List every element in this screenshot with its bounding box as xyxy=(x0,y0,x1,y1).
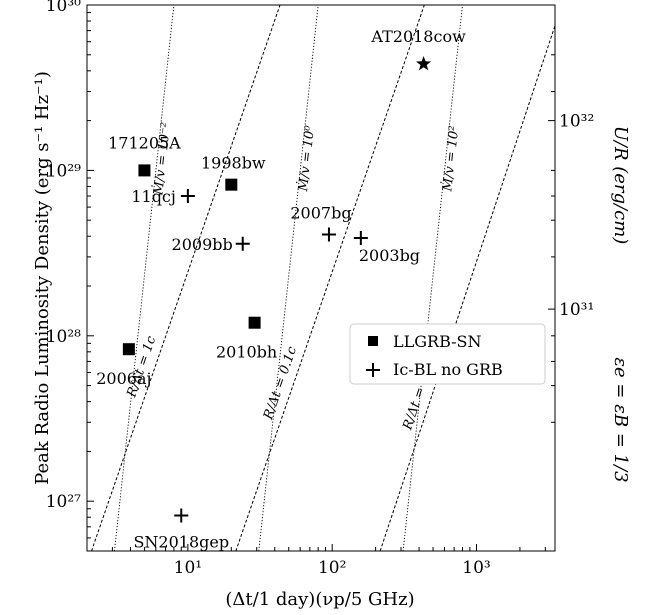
y-tick-label: 10²⁹ xyxy=(46,161,81,181)
axis-ticks: 10¹ 10² 10³ 10²⁷ 10²⁸ 10²⁹ 10³⁰ 10³¹ 10³² xyxy=(46,0,595,578)
point-label: AT2018cow xyxy=(370,27,466,46)
plus-marker xyxy=(174,508,189,523)
reference-line xyxy=(91,5,281,551)
point-label: 2006aj xyxy=(96,369,151,388)
square-marker xyxy=(138,164,151,177)
y2-tick-label: 10³¹ xyxy=(559,300,594,320)
x-tick-label: 10¹ xyxy=(174,558,202,578)
square-marker xyxy=(225,178,238,191)
plus-marker xyxy=(353,231,368,246)
legend-marker-plus xyxy=(366,363,380,377)
legend-marker-square xyxy=(368,336,378,346)
point-label: SN2018gep xyxy=(133,532,229,551)
legend-box xyxy=(349,323,546,385)
reference-line xyxy=(379,25,555,551)
point-label: 171205A xyxy=(108,133,181,152)
y2-axis-label: U/R (erg/cm) xyxy=(610,126,631,245)
legend: LLGRB-SN Ic-BL no GRB xyxy=(349,323,546,385)
y-tick-label: 10³⁰ xyxy=(46,0,81,16)
point-label: 2007bg xyxy=(290,203,351,222)
data-points xyxy=(122,56,432,523)
point-label: 1998bw xyxy=(201,154,266,173)
reference-line xyxy=(235,5,425,551)
y-tick-label: 10²⁷ xyxy=(46,492,81,512)
x-axis-label: (Δt/1 day)(νp/5 GHz) xyxy=(225,589,414,610)
star-marker xyxy=(416,56,432,71)
point-label: 2003bg xyxy=(359,246,420,265)
reference-lines xyxy=(91,5,555,551)
plus-marker xyxy=(235,236,250,251)
plus-marker xyxy=(180,189,195,204)
point-label: 2010bh xyxy=(216,343,277,362)
x-tick-label: 10² xyxy=(318,558,346,578)
x-tick-label: 10³ xyxy=(462,558,490,578)
y-tick-label: 10²⁸ xyxy=(46,327,81,347)
point-label: 2009bb xyxy=(172,235,233,254)
legend-label-icbl: Ic-BL no GRB xyxy=(393,360,503,379)
y-axis-label: Peak Radio Luminosity Density (erg s⁻¹ H… xyxy=(32,71,53,485)
square-marker xyxy=(248,316,261,329)
square-marker xyxy=(122,343,135,356)
point-label: 11qcj xyxy=(131,187,176,206)
y2-axis-note: εe = εB = 1/3 xyxy=(610,357,631,482)
plot-frame xyxy=(86,4,556,552)
legend-label-llgrb: LLGRB-SN xyxy=(393,332,482,351)
y2-tick-label: 10³² xyxy=(559,112,594,132)
plus-marker xyxy=(321,227,336,242)
